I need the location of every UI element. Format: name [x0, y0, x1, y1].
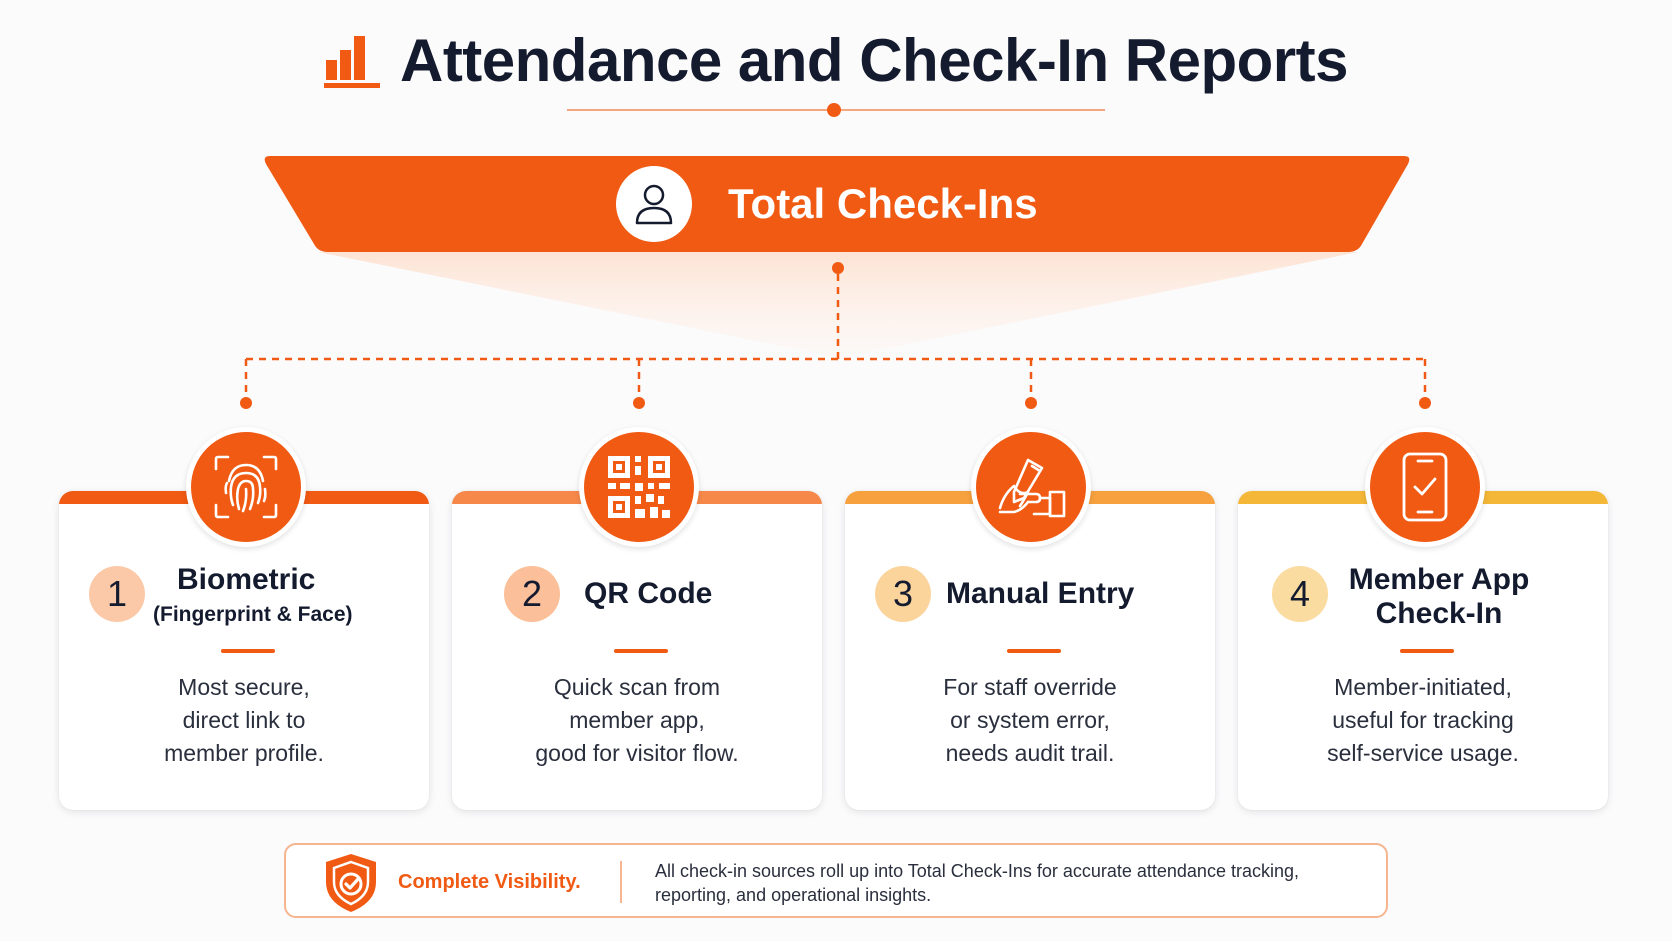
footer-callout: Complete Visibility. All check-in source… [284, 843, 1388, 918]
connector-lines [244, 274, 1427, 400]
bar-chart-icon [324, 36, 380, 88]
card-title: Member App Check-In [1348, 563, 1530, 630]
total-banner [264, 156, 1410, 252]
card-subtitle: (Fingerprint & Face) [153, 603, 353, 626]
card-number-badge: 1 [89, 566, 145, 622]
card-divider [221, 649, 275, 653]
shield-check-icon [326, 854, 376, 912]
fingerprint-icon [186, 427, 306, 547]
footer-divider [620, 861, 622, 903]
title-divider-dot [827, 103, 841, 117]
card-title: QR Code [584, 577, 713, 610]
card-divider [1400, 649, 1454, 653]
card-number-badge: 4 [1272, 566, 1328, 622]
footer-label: Complete Visibility. [398, 871, 581, 893]
connector-end-dots [240, 397, 1431, 409]
page-title: Attendance and Check-In Reports [400, 26, 1349, 94]
phone-check-icon [1365, 427, 1485, 547]
banner-connector-dot [832, 262, 844, 274]
hand-writing-icon [971, 427, 1091, 547]
user-icon [616, 166, 692, 242]
card-description: Member-initiated, useful for tracking self… [1327, 674, 1519, 766]
card-number-badge: 2 [504, 566, 560, 622]
qr-code-icon [579, 427, 699, 547]
card-description: Quick scan from member app, good for visit… [535, 674, 739, 766]
card-description: For staff override or system error, needs … [943, 674, 1117, 766]
page-header: Attendance and Check-In Reports [0, 20, 1672, 100]
card-description: Most secure, direct link to member profile… [164, 674, 324, 766]
card-divider [1007, 649, 1061, 653]
card-title: Manual Entry [946, 577, 1135, 610]
total-checkins-banner: Total Check-Ins [616, 166, 1038, 242]
banner-label: Total Check-Ins [728, 180, 1038, 227]
card-number-badge: 3 [875, 566, 931, 622]
footer-text: All check-in sources roll up into Total … [655, 861, 1299, 905]
card-title: Biometric [177, 563, 316, 596]
card-divider [614, 649, 668, 653]
